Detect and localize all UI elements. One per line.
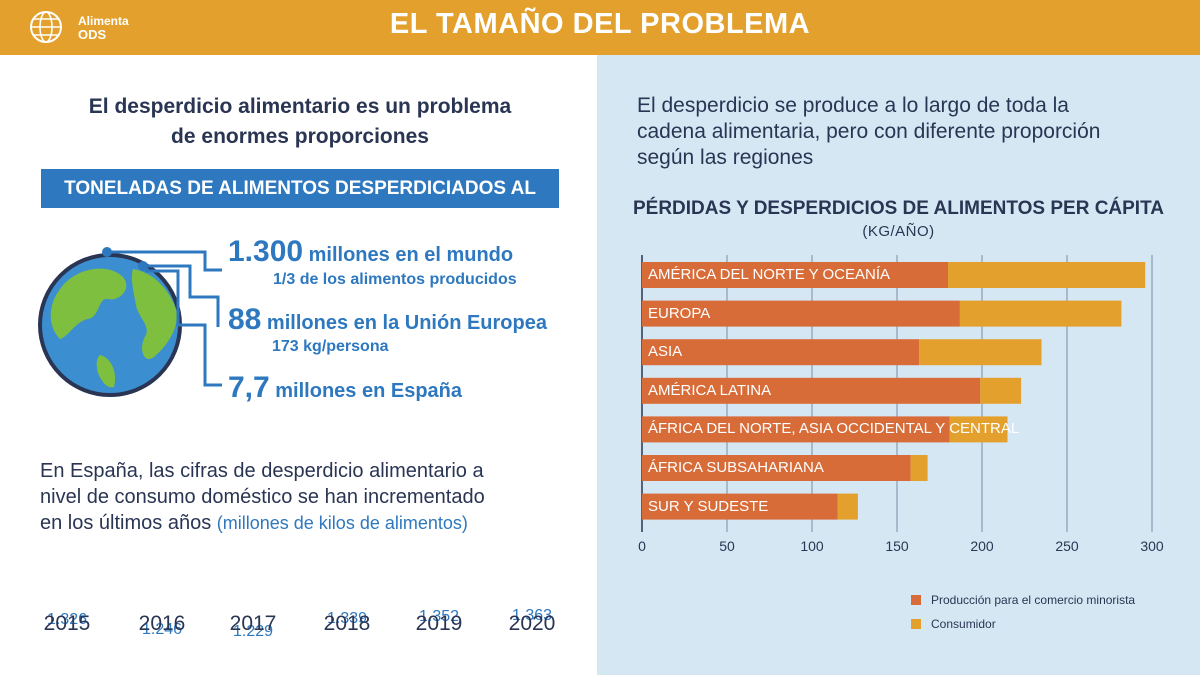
x-tick-label: 100 — [800, 538, 824, 554]
spain-line3: en los últimos años — [40, 512, 212, 534]
bar-consumer-2 — [919, 339, 1042, 366]
waste-banner: TONELADAS DE ALIMENTOS DESPERDICIADOS AL… — [41, 169, 559, 238]
bar-production-4 — [642, 416, 950, 443]
bar-category-label: EUROPA — [648, 304, 711, 322]
legend-swatch-production — [911, 595, 921, 605]
right-subtitle-line3: según las regiones — [637, 146, 814, 169]
x-tick-label: 250 — [1055, 538, 1079, 554]
stat-eu-value: 88 — [228, 303, 262, 336]
spain-line2: nivel de consumo doméstico se han increm… — [40, 486, 485, 508]
trend-value-label: 1.363 — [511, 607, 553, 624]
left-subtitle-line2: de enormes proporciones — [171, 125, 429, 148]
stat-world-sub: 1/3 de los alimentos producidos — [273, 271, 517, 288]
right-panel: El desperdicio se produce a lo largo de … — [597, 55, 1200, 675]
bar-consumer-1 — [959, 300, 1122, 327]
bar-production-6 — [642, 493, 838, 520]
bar-category-label: AMÉRICA DEL NORTE Y OCEANÍA — [648, 266, 891, 283]
bar-consumer-3 — [980, 377, 1022, 404]
bar-chart — [641, 255, 1153, 532]
x-tick-label: 0 — [638, 538, 646, 554]
bar-consumer-0 — [948, 262, 1146, 288]
trend-year-label: 2019 — [415, 612, 463, 635]
right-subtitle-line1: El desperdicio se produce a lo largo de … — [637, 94, 1069, 117]
bar-production-5 — [642, 455, 911, 481]
x-tick-label: 300 — [1140, 538, 1164, 554]
logo-line2: ODS — [78, 27, 107, 42]
x-tick-label: 50 — [719, 538, 735, 554]
spain-description: En España, las cifras de desperdicio ali… — [40, 458, 580, 536]
stat-world-value: 1.300 — [228, 235, 304, 268]
trend-value-label: 1.229 — [232, 623, 274, 640]
trend-value-label: 1.352 — [418, 608, 460, 626]
left-subtitle-line1: El desperdicio alimentario es un problem… — [88, 95, 512, 118]
stat-world-text: millones en el mundo — [303, 244, 514, 266]
trend-value-label: 1.339 — [326, 609, 368, 627]
bar-category-label: ÁFRICA SUBSAHARIANA — [648, 459, 824, 476]
left-panel: El desperdicio alimentario es un problem… — [0, 55, 597, 675]
x-tick-label: 200 — [970, 538, 994, 554]
bar-category-label: SUR Y SUDESTE — [648, 497, 769, 515]
stat-world: 1.300 millones en el mundo — [228, 235, 513, 269]
bar-consumer-5 — [910, 455, 928, 481]
bar-consumer-4 — [949, 416, 1008, 443]
trend-value-label: 1.326 — [46, 611, 88, 629]
legend-swatch-consumer — [911, 619, 921, 629]
right-subtitle-line2: cadena alimentaria, pero con diferente p… — [637, 120, 1101, 143]
legend-consumer: Consumidor — [931, 617, 996, 631]
stat-spain-value: 7,7 — [228, 371, 270, 404]
globe-logo-icon — [30, 11, 62, 43]
spain-line1: En España, las cifras de desperdicio ali… — [40, 460, 484, 482]
right-subtitle: El desperdicio se produce a lo largo de … — [637, 93, 1157, 171]
stat-eu: 88 millones en la Unión Europea — [228, 303, 547, 337]
trend-year-label: 2017 — [229, 612, 277, 635]
x-tick-label: 150 — [885, 538, 909, 554]
bar-production-1 — [642, 300, 960, 327]
stat-eu-text: millones en la Unión Europea — [261, 312, 547, 334]
logo-line1: Alimenta — [78, 14, 129, 28]
header-bar: Alimenta ODS EL TAMAÑO DEL PROBLEMA — [0, 0, 1200, 55]
bar-production-2 — [642, 339, 920, 366]
stat-eu-sub: 173 kg/persona — [272, 338, 389, 355]
page-title: EL TAMAÑO DEL PROBLEMA — [389, 8, 811, 40]
spain-unit: (millones de kilos de alimentos) — [216, 513, 468, 533]
trend-year-label: 2016 — [138, 612, 186, 635]
bar-category-label: AMÉRICA LATINA — [648, 381, 772, 399]
stat-spain-text: millones en España — [269, 380, 463, 402]
bar-consumer-6 — [837, 493, 858, 520]
connector-lines — [102, 247, 222, 387]
chart-unit: (KG/AÑO) — [862, 223, 935, 240]
legend-production: Producción para el comercio minorista — [931, 593, 1136, 607]
trend-year-label: 2015 — [43, 612, 91, 635]
stat-spain: 7,7 millones en España — [228, 371, 462, 405]
chart-title: PÉRDIDAS Y DESPERDICIOS DE ALIMENTOS PER… — [632, 198, 1165, 219]
left-subtitle: El desperdicio alimentario es un problem… — [40, 92, 560, 152]
trend-year-label: 2020 — [508, 612, 556, 635]
trend-year-label: 2018 — [323, 612, 371, 635]
logo-text: Alimenta ODS — [78, 14, 129, 42]
bar-production-3 — [642, 377, 981, 404]
logo[interactable]: Alimenta ODS — [28, 9, 138, 49]
bar-production-0 — [642, 262, 948, 288]
bar-category-label: ÁFRICA DEL NORTE, ASIA OCCIDENTAL Y CENT… — [648, 420, 1020, 438]
bar-category-label: ASIA — [648, 343, 683, 361]
trend-value-label: 1.246 — [141, 620, 183, 638]
